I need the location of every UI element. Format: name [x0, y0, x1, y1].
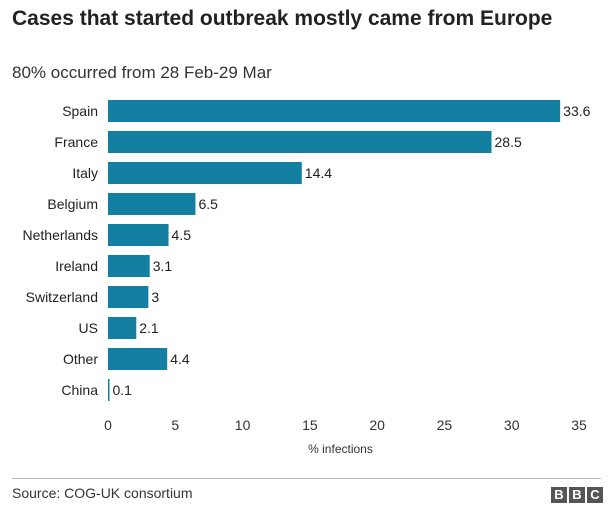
bar: [108, 317, 137, 339]
x-tick-label: 35: [571, 417, 587, 433]
category-label: Belgium: [47, 196, 98, 212]
category-label: China: [61, 382, 98, 398]
category-label: Italy: [72, 165, 98, 181]
x-tick-label: 30: [504, 417, 520, 433]
x-tick-label: 0: [104, 417, 112, 433]
value-label: 33.6: [563, 103, 590, 119]
value-label: 0.1: [113, 382, 133, 398]
category-label: Switzerland: [26, 289, 98, 305]
bar: [108, 286, 149, 308]
bar-chart: Spain 33.6 France 28.5 Italy 14.4 Belgium 6.5 Ne…: [23, 100, 591, 456]
source-text: Source: COG-UK consortium: [12, 485, 193, 501]
bar: [108, 100, 561, 122]
chart-subtitle: 80% occurred from 28 Feb-29 Mar: [12, 63, 272, 82]
category-label: Other: [63, 351, 98, 367]
value-label: 28.5: [495, 134, 522, 150]
value-label: 2.1: [139, 320, 159, 336]
value-label: 3: [151, 289, 159, 305]
bar: [108, 224, 169, 246]
footer-divider: [12, 478, 601, 479]
category-label: Ireland: [55, 258, 98, 274]
bar: [108, 131, 492, 153]
x-tick-label: 20: [369, 417, 385, 433]
x-tick-label: 25: [437, 417, 453, 433]
value-label: 3.1: [153, 258, 173, 274]
bar: [108, 162, 302, 184]
category-label: France: [54, 134, 98, 150]
x-tick-label: 10: [235, 417, 251, 433]
bar: [108, 255, 150, 277]
category-label: Netherlands: [23, 227, 99, 243]
chart-title: Cases that started outbreak mostly came …: [12, 7, 553, 30]
value-label: 4.5: [172, 227, 192, 243]
category-label: Spain: [62, 103, 98, 119]
bbc-logo: B B C: [551, 487, 603, 503]
value-label: 4.4: [170, 351, 190, 367]
x-tick-label: 5: [171, 417, 179, 433]
bbc-logo-letter: C: [587, 487, 603, 503]
x-tick-label: 15: [302, 417, 318, 433]
bbc-logo-letter: B: [551, 487, 567, 503]
bbc-logo-letter: B: [569, 487, 585, 503]
bar: [108, 379, 110, 401]
x-axis-label: % infections: [308, 442, 373, 456]
value-label: 6.5: [198, 196, 218, 212]
bar: [108, 348, 168, 370]
bar: [108, 193, 196, 215]
category-label: US: [79, 320, 98, 336]
value-label: 14.4: [305, 165, 332, 181]
